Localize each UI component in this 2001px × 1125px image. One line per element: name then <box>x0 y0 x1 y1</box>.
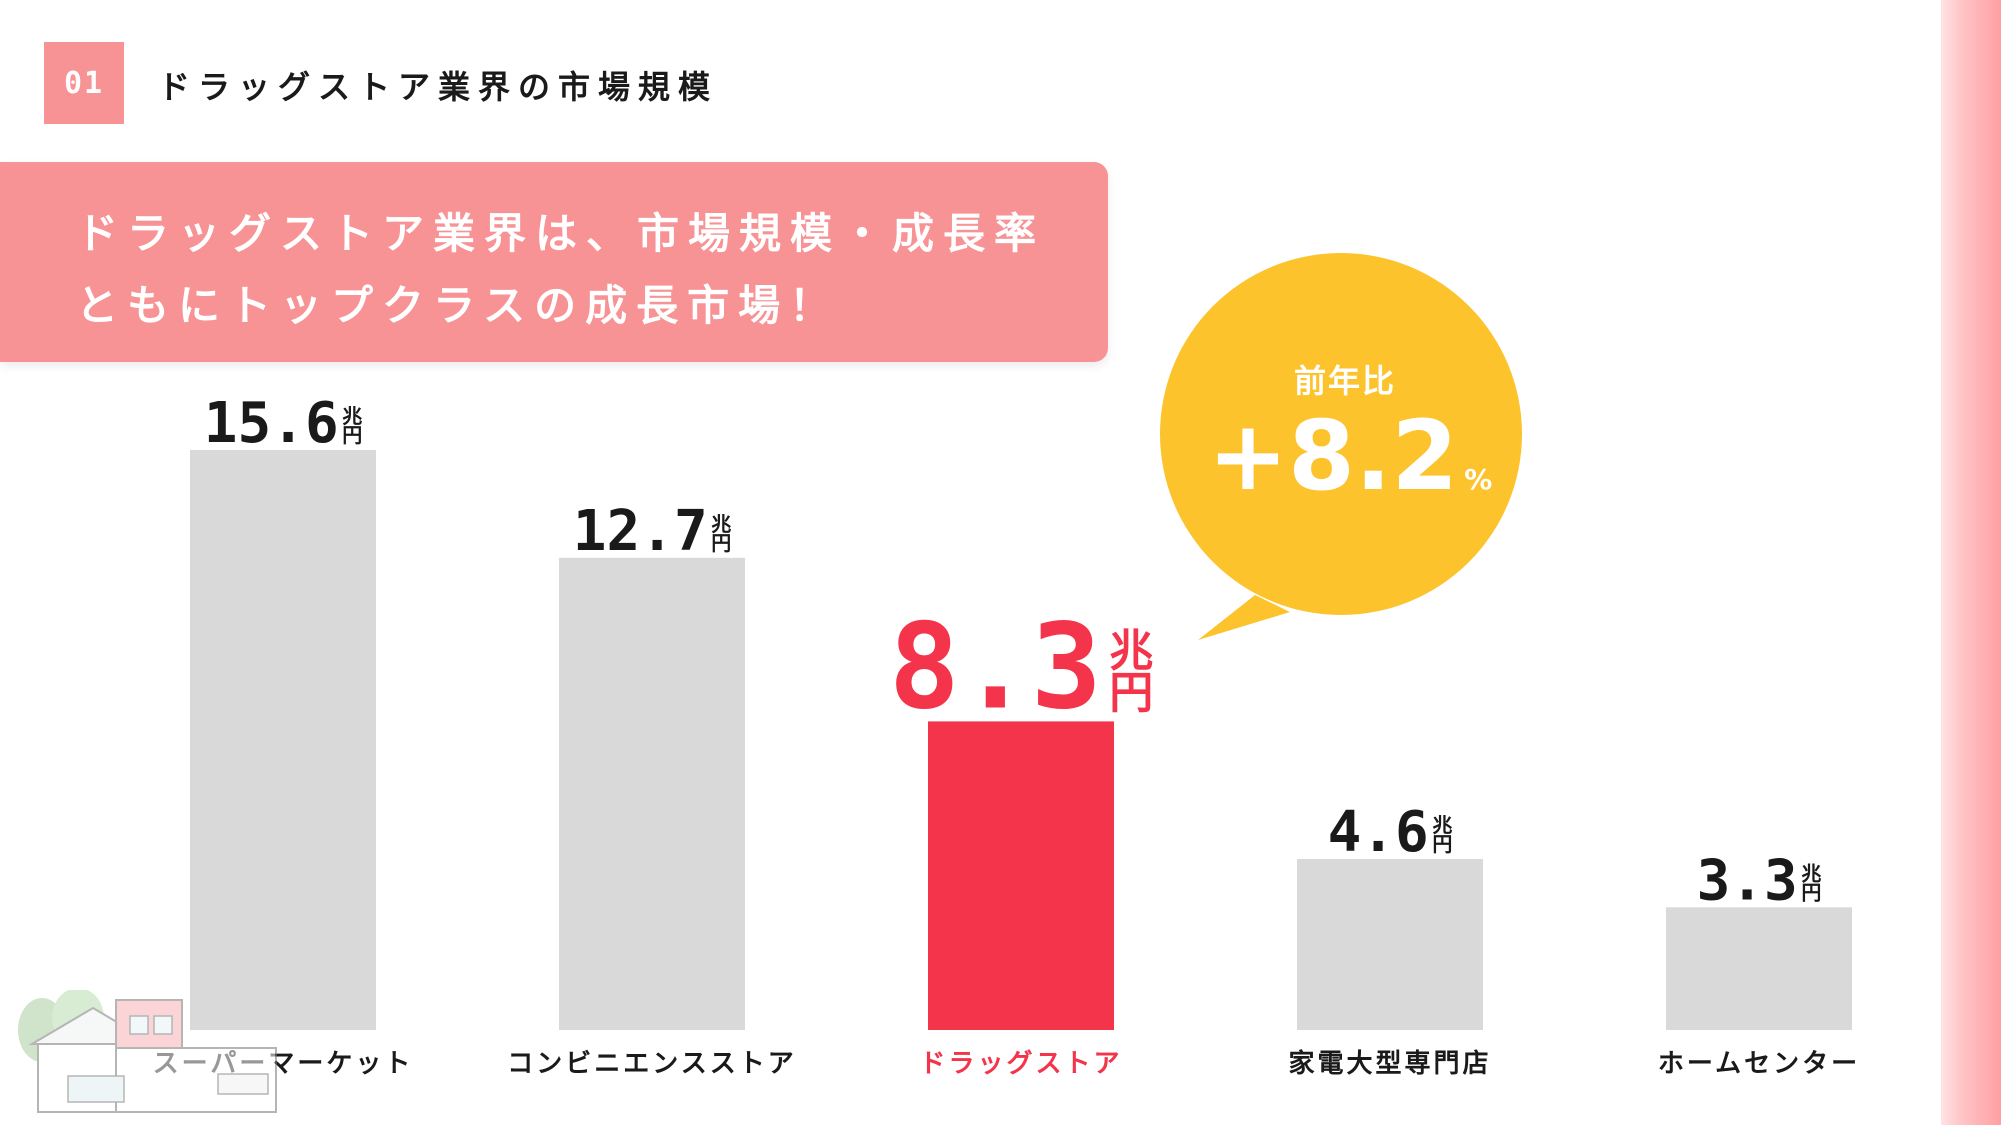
bar-1 <box>559 557 745 1030</box>
category-label-1: コンビニエンスストア <box>507 1049 796 1079</box>
bar-unit-top-2: 兆 <box>1109 626 1153 677</box>
headline-line-2: ともにトップクラスの成長市場！ <box>76 281 841 330</box>
bar-0 <box>190 450 376 1030</box>
bar-value-label-0: 15.6 <box>204 391 339 456</box>
bar-value-label-2: 8.3 <box>889 597 1102 735</box>
growth-speech-bubble <box>1160 253 1522 640</box>
right-decorative-stripe <box>1941 0 2001 1125</box>
yoy-value: +8.2% <box>1200 408 1500 504</box>
headline-banner <box>0 162 1108 362</box>
bar-unit-top-4: 兆 <box>1801 861 1821 885</box>
bar-unit-bottom-3: 円 <box>1432 832 1452 856</box>
category-label-3: 家電大型専門店 <box>1288 1048 1491 1079</box>
section-number-badge: 01 <box>44 42 124 124</box>
bar-2 <box>928 721 1114 1030</box>
bar-4 <box>1666 907 1852 1030</box>
yoy-label: 前年比 <box>1293 362 1396 400</box>
bar-unit-top-0: 兆 <box>342 404 362 428</box>
headline-line-1: ドラッグストア業界は、市場規模・成長率 <box>76 209 1046 258</box>
speech-bubble-circle <box>1160 253 1522 615</box>
bar-3 <box>1297 858 1483 1030</box>
yoy-unit: % <box>1464 463 1493 496</box>
category-label-4: ホームセンター <box>1658 1049 1860 1079</box>
bar-unit-bottom-1: 円 <box>711 531 731 555</box>
bar-unit-top-1: 兆 <box>711 512 731 536</box>
bar-value-label-4: 3.3 <box>1697 848 1798 913</box>
bar-value-label-1: 12.7 <box>573 499 708 564</box>
yoy-number: +8.2 <box>1207 400 1459 512</box>
bar-unit-top-3: 兆 <box>1432 813 1452 837</box>
section-number: 01 <box>63 65 105 101</box>
bar-value-label-3: 4.6 <box>1328 800 1429 865</box>
section-title: ドラッグストア業界の市場規模 <box>158 68 719 106</box>
drugstore-illustration <box>18 990 277 1113</box>
category-label-2: ドラッグストア <box>919 1049 1122 1079</box>
bar-unit-bottom-2: 円 <box>1109 667 1153 718</box>
bar-unit-bottom-4: 円 <box>1801 880 1821 904</box>
bar-unit-bottom-0: 円 <box>342 423 362 447</box>
speech-bubble-tail <box>1198 595 1290 640</box>
